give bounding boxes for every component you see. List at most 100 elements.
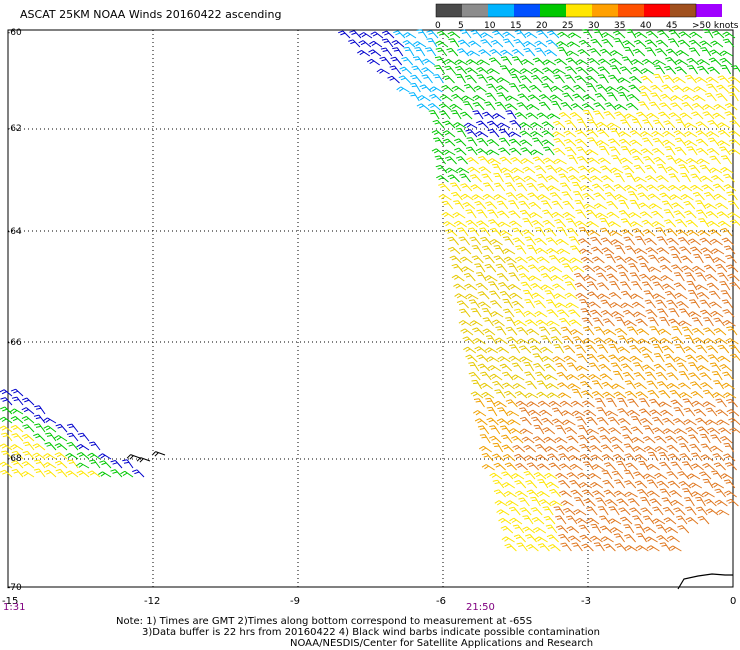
wind-barb: [500, 56, 513, 66]
wind-barb: [620, 119, 632, 129]
wind-barb: [555, 472, 569, 480]
wind-barb: [443, 120, 456, 129]
wind-barb: [661, 345, 675, 354]
wind-barb: [458, 320, 472, 327]
wind-barb: [512, 175, 526, 183]
wind-barb: [541, 130, 555, 138]
wind-barb: [678, 382, 691, 390]
wind-barb: [624, 453, 637, 462]
wind-barb: [581, 317, 593, 327]
wind-barb: [699, 237, 712, 246]
wind-barb: [425, 47, 437, 57]
wind-barb: [604, 410, 619, 417]
wind-barb: [571, 265, 585, 273]
wind-barb: [601, 454, 615, 462]
wind-barb: [648, 254, 660, 264]
wind-barb: [546, 534, 559, 543]
wind-barb: [720, 473, 734, 480]
wind-barb: [596, 121, 610, 129]
wind-barb: [640, 417, 653, 426]
wind-barb: [586, 353, 599, 363]
wind-barb: [485, 201, 498, 210]
wind-barb: [370, 31, 384, 39]
wind-barb: [519, 75, 532, 84]
wind-barb: [684, 497, 695, 507]
wind-barb: [476, 120, 489, 129]
wind-barb: [632, 155, 644, 165]
wind-barb: [381, 38, 394, 48]
wind-barb: [465, 59, 479, 66]
wind-barb: [496, 509, 510, 516]
wind-speed-legend: 0 5 10 15 20 25 30 35 40 45 >50 knots: [435, 3, 739, 31]
wind-barb: [654, 435, 667, 444]
wind-barb: [614, 103, 628, 111]
wind-barb: [520, 147, 533, 156]
wind-barb: [683, 419, 697, 426]
wind-barb: [623, 46, 635, 57]
wind-barb: [597, 293, 611, 300]
wind-barb: [609, 281, 621, 291]
wind-barb: [587, 137, 599, 147]
wind-barb: [488, 219, 501, 228]
wind-barb: [585, 83, 597, 93]
wind-barb: [539, 409, 553, 417]
wind-barb: [566, 166, 580, 174]
wind-barb: [709, 238, 723, 246]
wind-barb: [484, 263, 497, 273]
wind-barb: [570, 329, 584, 336]
wind-barb: [451, 263, 464, 273]
wind-barb: [43, 417, 57, 424]
wind-barb: [618, 131, 632, 138]
wind-barb: [606, 200, 619, 210]
wind-barb: [76, 470, 90, 478]
wind-barb: [643, 156, 655, 165]
wind-barb: [497, 407, 509, 417]
wind-barb: [713, 327, 727, 336]
wind-barb: [673, 272, 685, 282]
wind-barb: [588, 167, 602, 174]
wind-barb: [726, 264, 739, 273]
wind-barb: [474, 200, 487, 210]
wind-barb: [622, 371, 635, 381]
lon-label: -9: [290, 596, 300, 607]
wind-barb: [582, 109, 594, 120]
wind-barb: [652, 416, 664, 426]
wind-barb: [598, 58, 611, 66]
wind-barb: [472, 102, 485, 111]
wind-barb: [673, 282, 687, 291]
wind-barb: [541, 355, 555, 363]
wind-barb: [574, 272, 586, 282]
wind-barb: [597, 426, 611, 435]
wind-barb: [701, 491, 715, 498]
wind-barb: [468, 299, 481, 309]
wind-barb: [554, 218, 567, 228]
wind-barb: [696, 291, 710, 300]
wind-barb: [536, 256, 550, 264]
wind-barb: [662, 283, 676, 291]
wind-barb: [549, 192, 562, 201]
wind-barb: [443, 58, 457, 66]
wind-barb: [686, 57, 700, 66]
wind-barb: [358, 40, 372, 48]
wind-barb: [598, 145, 610, 156]
wind-barb: [452, 212, 466, 219]
wind-barb: [447, 246, 461, 255]
wind-barb: [672, 418, 686, 426]
wind-barb: [616, 498, 629, 507]
wind-barb: [525, 112, 539, 120]
wind-barb: [522, 515, 534, 525]
wind-barb: [555, 167, 569, 174]
wind-barb: [624, 545, 638, 552]
wind-barb: [460, 193, 474, 201]
wind-barb: [700, 454, 714, 462]
wind-barb: [649, 398, 661, 408]
wind-barb: [580, 308, 592, 318]
wind-barb: [535, 247, 549, 255]
wind-barb: [442, 75, 455, 84]
wind-barb: [653, 363, 667, 372]
wind-barb: [713, 317, 725, 327]
wind-barb: [550, 336, 563, 345]
wind-barb: [668, 38, 680, 48]
wind-barb: [564, 292, 578, 300]
wind-barb: [723, 392, 737, 399]
